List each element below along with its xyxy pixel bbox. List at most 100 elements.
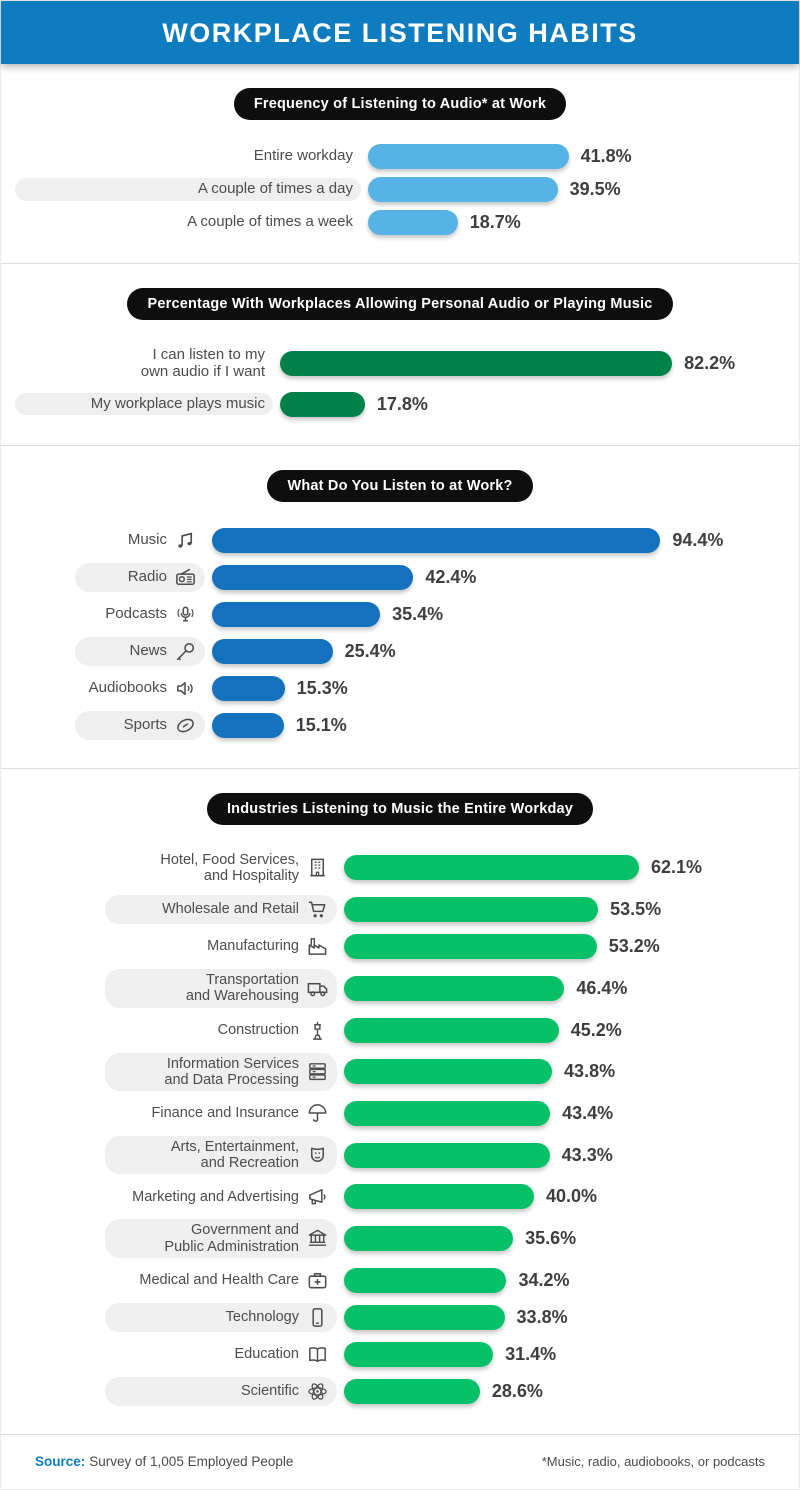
row-label-group: Government and Public Administration: [105, 1219, 337, 1258]
bar-value: 53.2%: [608, 936, 660, 957]
bar: [212, 564, 414, 590]
bar-value: 34.2%: [518, 1269, 570, 1290]
chart-row: Medical and Health Care 34.2%: [1, 1266, 799, 1295]
chart-row: Construction 45.2%: [1, 1016, 799, 1045]
bar-value: 82.2%: [684, 353, 736, 374]
bar-area: 46.4%: [344, 975, 799, 1001]
bar-value: 43.8%: [564, 1061, 616, 1082]
bar: [344, 1184, 534, 1210]
podcast-icon: [174, 603, 197, 626]
chart-title-workplace-policy: Percentage With Workplaces Allowing Pers…: [127, 288, 673, 320]
bar-value: 62.1%: [650, 857, 703, 878]
chart-row: My workplace plays music 17.8%: [1, 391, 799, 417]
bar-value: 46.4%: [576, 977, 628, 998]
bar: [212, 527, 661, 553]
audiobook-speaker-icon: [174, 677, 197, 700]
row-label: Marketing and Advertising: [132, 1188, 299, 1205]
chart-title-wrap: Industries Listening to Music the Entire…: [1, 792, 799, 825]
chart-section-workplace-policy: Percentage With Workplaces Allowing Pers…: [1, 264, 799, 446]
chart-row: Transportation and Warehousing 46.4%: [1, 969, 799, 1008]
bar: [344, 1304, 505, 1330]
bar-area: 43.8%: [344, 1059, 799, 1085]
row-label-group: News: [75, 636, 205, 666]
bar: [344, 1142, 550, 1168]
row-label-group: A couple of times a day: [15, 178, 361, 201]
chart-row: Education 31.4%: [1, 1340, 799, 1369]
truck-icon: [306, 977, 329, 1000]
atom-icon: [306, 1380, 329, 1403]
chart-title-listen-to: What Do You Listen to at Work?: [267, 469, 533, 502]
bar: [344, 934, 597, 960]
bar: [344, 1267, 507, 1293]
row-label: Music: [127, 530, 167, 548]
row-label-group: Wholesale and Retail: [105, 895, 337, 925]
bar-value: 45.2%: [570, 1019, 622, 1040]
row-label: A couple of times a day: [197, 180, 353, 198]
chart-row: Sports 15.1%: [1, 710, 799, 740]
bar: [368, 210, 458, 235]
row-label-group: Radio: [75, 562, 205, 592]
row-label: Radio: [127, 567, 167, 585]
bar: [368, 144, 569, 169]
chart-row: Information Services and Data Processing…: [1, 1052, 799, 1091]
row-label-group: Finance and Insurance: [105, 1099, 337, 1128]
bar: [212, 601, 381, 627]
bar: [344, 1378, 480, 1404]
row-label-group: Entire workday: [15, 145, 361, 168]
chart-section-listen-to: What Do You Listen to at Work? Music 94.4…: [1, 446, 799, 769]
jackhammer-icon: [306, 1019, 329, 1042]
bar-value: 42.4%: [425, 566, 477, 587]
chart-row: Music 94.4%: [1, 526, 799, 555]
row-label: My workplace plays music: [90, 394, 265, 412]
row-label-group: Podcasts: [75, 600, 205, 629]
bar-value: 17.8%: [376, 393, 428, 414]
chart-title-industries: Industries Listening to Music the Entire…: [206, 792, 594, 825]
bar-value: 18.7%: [469, 212, 521, 232]
bar: [344, 1341, 494, 1367]
bar-area: 28.6%: [344, 1378, 799, 1404]
bar: [344, 1059, 553, 1085]
row-label: Wholesale and Retail: [161, 901, 299, 918]
chart-rows-workplace-policy: I can listen to my own audio if I want 82…: [1, 344, 799, 417]
chart-row: A couple of times a week 18.7%: [1, 210, 799, 235]
bar-area: 35.4%: [212, 601, 799, 627]
row-label: Construction: [217, 1021, 299, 1038]
chart-row: Marketing and Advertising 40.0%: [1, 1182, 799, 1211]
bar-value: 94.4%: [672, 529, 724, 550]
bar: [344, 1101, 551, 1126]
row-label: Sports: [123, 715, 167, 733]
bar: [212, 638, 333, 664]
chart-section-frequency: Frequency of Listening to Audio* at Work…: [1, 64, 799, 264]
source-text: Survey of 1,005 Employed People: [89, 1453, 294, 1469]
music-notes-icon: [174, 529, 197, 552]
row-label-group: Sports: [75, 710, 205, 740]
row-label: Entire workday: [253, 147, 353, 165]
row-label-group: Audiobooks: [75, 674, 205, 703]
row-label: A couple of times a week: [187, 213, 353, 231]
row-label: Manufacturing: [207, 938, 299, 955]
bar-area: 25.4%: [212, 638, 799, 664]
bar: [344, 1017, 559, 1043]
microphone-icon: [174, 640, 197, 663]
bar-area: 34.2%: [344, 1267, 799, 1293]
bar-value: 25.4%: [344, 640, 396, 661]
chart-row: Podcasts 35.4%: [1, 600, 799, 629]
bar: [344, 897, 599, 923]
chart-row: Hotel, Food Services, and Hospitality 62.…: [1, 849, 799, 887]
chart-row: Audiobooks 15.3%: [1, 674, 799, 703]
footnote: *Music, radio, audiobooks, or podcasts: [541, 1453, 765, 1469]
row-label-group: Marketing and Advertising: [105, 1182, 337, 1211]
bar-value: 41.8%: [580, 146, 632, 166]
bar: [344, 1226, 514, 1252]
server-stack-icon: [306, 1060, 329, 1083]
bar-value: 15.3%: [296, 677, 348, 698]
bar: [280, 351, 673, 377]
bar-area: 31.4%: [344, 1341, 799, 1367]
bar-area: 41.8%: [368, 144, 799, 169]
row-label-group: Construction: [105, 1016, 337, 1045]
row-label-group: Music: [75, 526, 205, 555]
bar-area: 17.8%: [280, 391, 799, 417]
row-label: Audiobooks: [88, 678, 167, 696]
bar-value: 35.6%: [525, 1228, 577, 1249]
row-label-group: My workplace plays music: [15, 392, 273, 416]
